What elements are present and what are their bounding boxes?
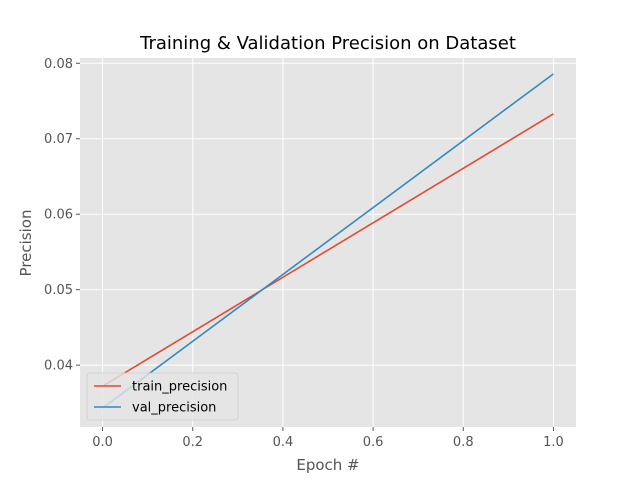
x-tick-label: 0.4	[273, 435, 294, 450]
x-tick-label: 0.0	[92, 435, 113, 450]
legend-box	[86, 372, 239, 421]
y-tick-label: 0.05	[44, 283, 73, 298]
train_precision-legend-label: train_precision	[132, 380, 227, 395]
axis-ticks: 0.0 0.2 0.4 0.6 0.8 1.0 0.04 0.05 0.06 0.07 0.08	[44, 57, 564, 450]
legend: train_precision val_precision	[86, 372, 239, 421]
y-tick-label: 0.07	[44, 132, 73, 147]
val_precision-line	[102, 73, 554, 409]
plot-area	[80, 58, 576, 427]
y-tick-label: 0.04	[44, 359, 73, 374]
train_precision-line	[102, 113, 554, 387]
y-tick-label: 0.06	[44, 208, 73, 223]
val_precision-legend-label: val_precision	[132, 401, 216, 416]
x-tick-label: 1.0	[543, 435, 564, 450]
grid-lines	[80, 58, 576, 427]
y-tick-label: 0.08	[44, 57, 73, 72]
y-axis-label: Precision	[17, 210, 35, 277]
series-lines	[102, 73, 554, 409]
x-tick-label: 0.8	[453, 435, 474, 450]
x-tick-label: 0.2	[182, 435, 203, 450]
x-axis-label: Epoch #	[296, 456, 359, 474]
x-tick-label: 0.6	[363, 435, 384, 450]
chart-title: Training & Validation Precision on Datas…	[139, 33, 516, 54]
